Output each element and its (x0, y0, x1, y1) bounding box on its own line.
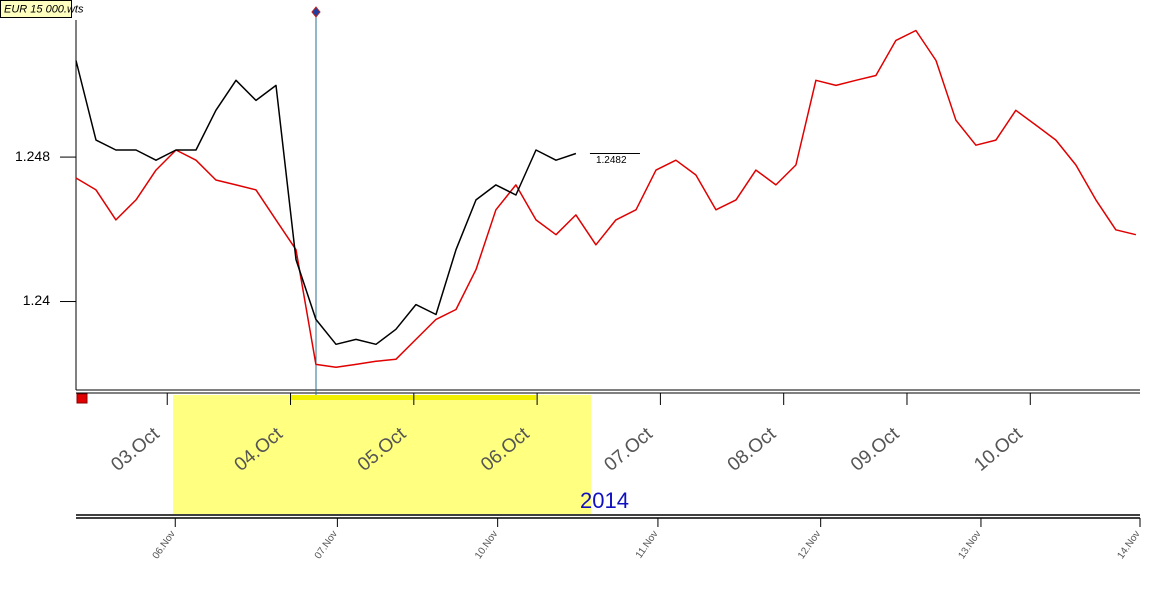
highlight-region (173, 395, 591, 514)
x-tick-label: 10.Oct (970, 423, 1027, 476)
scroll-marker (76, 393, 88, 404)
y-tick-label: 1.24 (23, 292, 50, 308)
x2-tick-label: 13.Nov (956, 529, 983, 561)
year-label: 2014 (580, 488, 629, 513)
x2-tick-label: 11.Nov (634, 529, 661, 561)
x2-tick-label: 06.Nov (151, 529, 178, 561)
y-tick-label: 1.248 (15, 148, 50, 164)
x-tick-label: 03.Oct (107, 423, 164, 476)
x2-tick-label: 12.Nov (796, 529, 823, 561)
series-line (75, 29, 1137, 369)
x-tick-label: 08.Oct (724, 423, 781, 476)
x-tick-label: 07.Oct (600, 423, 657, 476)
series-line (75, 60, 577, 346)
x2-tick-label: 07.Nov (313, 529, 340, 561)
cursor-handle (311, 6, 321, 18)
x2-tick-label: 10.Nov (473, 529, 500, 561)
annotation: 1.2482 (596, 155, 627, 166)
x-tick-label: 09.Oct (847, 423, 904, 476)
x2-tick-label: 14.Nov (1115, 529, 1142, 561)
chart-title: EUR 15 000.wts (4, 3, 84, 15)
title-box (0, 0, 72, 18)
